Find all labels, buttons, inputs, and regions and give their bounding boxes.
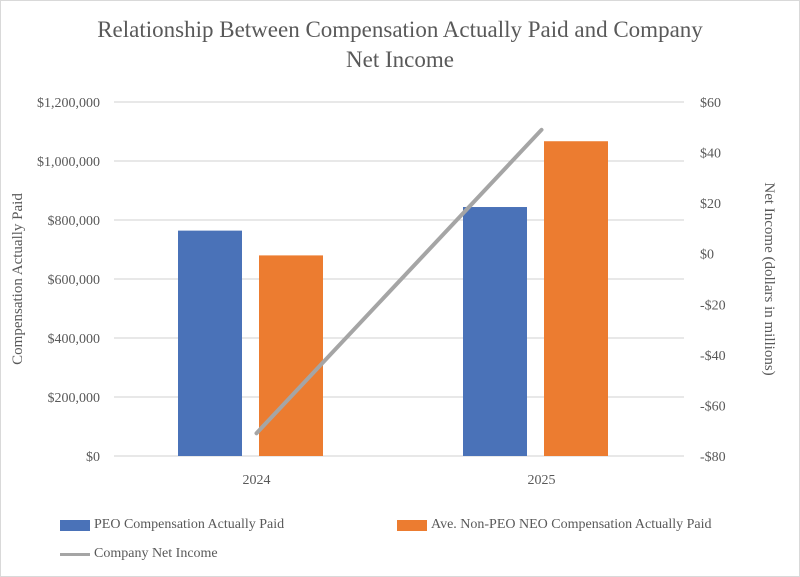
bar-neo-2024 — [259, 255, 323, 456]
y2-tick-label: $40 — [700, 147, 721, 162]
legend-label-peo: PEO Compensation Actually Paid — [94, 517, 285, 532]
legend-swatch-peo — [60, 519, 90, 531]
y-tick-label: $1,200,000 — [37, 96, 100, 111]
y2-axis-label: Net Income (dollars in millions) — [761, 182, 777, 375]
y-tick-label: $0 — [86, 450, 100, 465]
legend-item-peo: PEO Compensation Actually Paid — [60, 517, 284, 533]
x-tick-label: 2024 — [243, 473, 271, 488]
y-axis-label: Compensation Actually Paid — [10, 193, 26, 365]
x-tick-label: 2025 — [528, 473, 556, 488]
bar-peo-2024 — [178, 230, 242, 456]
y-tick-label: $800,000 — [48, 214, 101, 229]
y2-tick-label: -$20 — [700, 298, 726, 313]
chart-title-line1: Relationship Between Compensation Actual… — [97, 17, 703, 42]
bar-neo-2025 — [544, 141, 608, 457]
y2-tick-label: -$80 — [700, 450, 726, 465]
y2-tick-label: $0 — [700, 248, 714, 263]
legend-item-neo: Ave. Non-PEO NEO Compensation Actually P… — [397, 517, 712, 533]
line-net-income — [254, 127, 544, 436]
y2-tick-label: $20 — [700, 197, 721, 212]
y-tick-label: $600,000 — [48, 273, 101, 288]
y2-tick-label: -$60 — [700, 399, 726, 414]
chart-title-line2: Net Income — [346, 47, 454, 72]
y2-tick-label: $60 — [700, 96, 721, 111]
legend-label-neo: Ave. Non-PEO NEO Compensation Actually P… — [431, 517, 712, 532]
y-tick-label: $200,000 — [48, 391, 101, 406]
y-tick-label: $1,000,000 — [37, 155, 100, 170]
y2-tick-label: -$40 — [700, 349, 726, 364]
bar-peo-2025 — [463, 207, 527, 456]
legend-item-net-income: Company Net Income — [60, 546, 218, 562]
y-tick-label: $400,000 — [48, 332, 101, 347]
legend-line-net-income — [60, 552, 90, 556]
legend-label-net-income: Company Net Income — [94, 546, 218, 561]
legend-swatch-neo — [397, 519, 427, 531]
